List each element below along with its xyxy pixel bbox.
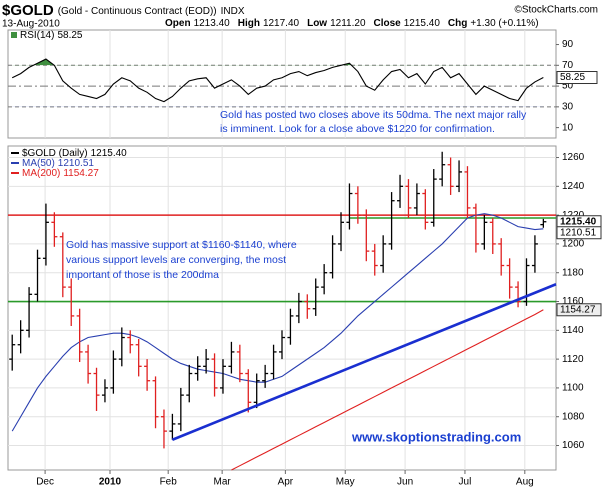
y-tick-label: 1060 [562, 440, 585, 451]
moving-average [11, 213, 544, 432]
legend-entry: RSI(14) 58.25 [20, 30, 83, 41]
annotation: Gold has massive support at $1160-$1140,… [66, 239, 297, 251]
last-value-label: 1215.40 [560, 216, 597, 227]
series-name: MA(200) [22, 168, 60, 179]
quote-value: +1.30 (+0.11%) [470, 18, 538, 29]
y-tick-label: 1100 [562, 383, 584, 394]
annotation: various support levels are converging, t… [66, 254, 286, 266]
quote-value: 1215.40 [404, 18, 441, 29]
y-tick-label: 10 [562, 122, 574, 133]
price-panel [7, 145, 557, 471]
x-tick-label: Feb [160, 477, 178, 488]
annotation: Gold has posted two closes above its 50d… [220, 109, 527, 121]
y-tick-label: 1120 [562, 354, 584, 365]
trendline [171, 283, 557, 441]
last-value: 1210.51 [58, 158, 95, 169]
x-tick-label: May [336, 477, 355, 488]
y-tick-label: 1240 [562, 181, 585, 192]
legend-swatch [11, 32, 17, 38]
y-tick-label: 1260 [562, 152, 585, 163]
legend-entry: $GOLD (Daily) 1215.40 [22, 148, 127, 159]
legend-entry: MA(200) 1154.27 [22, 168, 99, 179]
legend-entry: MA(50) 1210.51 [22, 158, 94, 169]
last-value-box [556, 71, 598, 85]
quote-value: 1217.40 [263, 18, 300, 29]
x-tick-label: 2010 [99, 477, 122, 488]
last-value-box [556, 226, 602, 240]
y-tick-label: 70 [562, 60, 574, 71]
last-value: 1154.27 [63, 168, 99, 179]
rsi-line [11, 58, 544, 103]
last-value-label: 58.25 [560, 72, 585, 83]
series-name: MA(50) [22, 158, 55, 169]
quote-label: Open [165, 18, 191, 29]
x-tick-label: Jun [397, 477, 413, 488]
series-name: $GOLD (Daily) [22, 148, 88, 159]
x-tick-label: Jul [459, 477, 472, 488]
last-value-label: 1210.51 [560, 227, 597, 238]
quote-label: Chg [448, 18, 467, 29]
quote-label: High [238, 18, 260, 29]
series-name: RSI(14) [20, 30, 54, 41]
quote-label: Low [307, 18, 327, 29]
y-tick-label: 1180 [562, 267, 584, 278]
moving-average [231, 309, 544, 471]
quote-value: 1211.20 [330, 18, 366, 29]
last-value-box [556, 303, 602, 317]
quote-label: Close [374, 18, 402, 29]
y-tick-label: 90 [562, 39, 574, 50]
x-tick-label: Mar [214, 477, 232, 488]
copyright: ©StockCharts.com [514, 5, 598, 16]
date: 13-Aug-2010 [2, 19, 60, 30]
x-tick-label: Dec [36, 477, 54, 488]
y-tick-label: 1140 [562, 325, 584, 336]
y-tick-label: 1200 [562, 239, 585, 250]
x-tick-label: Apr [278, 477, 294, 488]
last-value: 1215.40 [91, 148, 128, 159]
y-tick-label: 50 [562, 81, 574, 92]
header-line: $GOLD (Gold - Continuous Contract (EOD)) I… [2, 2, 245, 19]
last-value: 58.25 [57, 30, 82, 41]
annotation: is imminent. Look for a close above $122… [220, 123, 495, 135]
description: (Gold - Continuous Contract (EOD)) [58, 6, 217, 17]
last-value-label: 1154.27 [560, 304, 596, 315]
watermark: www.skoptionstrading.com [351, 429, 521, 444]
x-tick-label: Aug [516, 477, 534, 488]
quote: Open 1213.40 High 1217.40 Low 1211.20 Close 121… [165, 18, 539, 29]
y-tick-label: 1160 [562, 296, 584, 307]
annotation: important of those is the 200dma [66, 269, 219, 281]
symbol: $GOLD [2, 2, 54, 19]
y-tick-label: 30 [562, 101, 574, 112]
exchange: INDX [221, 6, 245, 17]
quote-value: 1213.40 [194, 18, 231, 29]
y-tick-label: 1080 [562, 411, 585, 422]
